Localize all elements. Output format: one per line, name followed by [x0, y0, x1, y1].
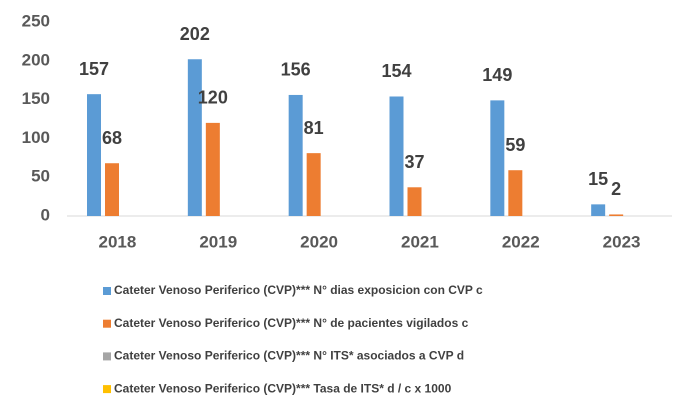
- data-label: 15: [588, 169, 608, 189]
- bar: [389, 96, 404, 216]
- legend-label: Cateter Venoso Periferico (CVP)*** N° di…: [114, 283, 483, 297]
- bar: [609, 214, 624, 216]
- x-tick-label: 2023: [603, 232, 641, 251]
- bar: [105, 163, 119, 216]
- bar: [490, 100, 505, 216]
- bar: [87, 94, 101, 216]
- data-label: 157: [79, 59, 109, 79]
- bar: [205, 122, 220, 216]
- y-tick-label: 0: [41, 205, 50, 224]
- y-tick-label: 50: [31, 167, 50, 186]
- bar: [288, 94, 303, 216]
- data-label: 2: [611, 179, 621, 199]
- x-tick-label: 2022: [502, 232, 540, 251]
- x-tick-label: 2018: [99, 232, 137, 251]
- legend-label: Cateter Venoso Periferico (CVP)*** Tasa …: [114, 381, 452, 395]
- legend-label: Cateter Venoso Periferico (CVP)*** N° de…: [114, 316, 469, 330]
- legend-swatch: [103, 385, 111, 394]
- y-tick-label: 200: [22, 50, 50, 69]
- x-tick-label: 2020: [300, 232, 338, 251]
- bar: [591, 204, 606, 216]
- bar: [187, 59, 202, 216]
- legend-label: Cateter Venoso Periferico (CVP)*** N° IT…: [114, 349, 464, 363]
- data-label: 149: [482, 65, 512, 85]
- y-tick-label: 150: [22, 89, 50, 108]
- legend-swatch: [103, 287, 111, 295]
- y-tick-label: 250: [22, 11, 50, 30]
- data-label: 202: [180, 24, 210, 44]
- data-label: 156: [281, 60, 311, 80]
- x-tick-label: 2019: [199, 232, 237, 251]
- bar: [306, 153, 321, 216]
- bar: [407, 187, 422, 216]
- data-label: 154: [381, 61, 411, 81]
- x-tick-label: 2021: [401, 232, 439, 251]
- legend-swatch: [103, 352, 111, 361]
- legend-swatch: [103, 319, 111, 328]
- data-label: 81: [304, 118, 324, 138]
- data-label: 68: [102, 128, 122, 148]
- y-tick-label: 100: [22, 128, 50, 147]
- data-label: 59: [505, 135, 525, 155]
- data-label: 37: [404, 152, 424, 172]
- data-label: 120: [198, 88, 228, 108]
- bar: [508, 170, 523, 216]
